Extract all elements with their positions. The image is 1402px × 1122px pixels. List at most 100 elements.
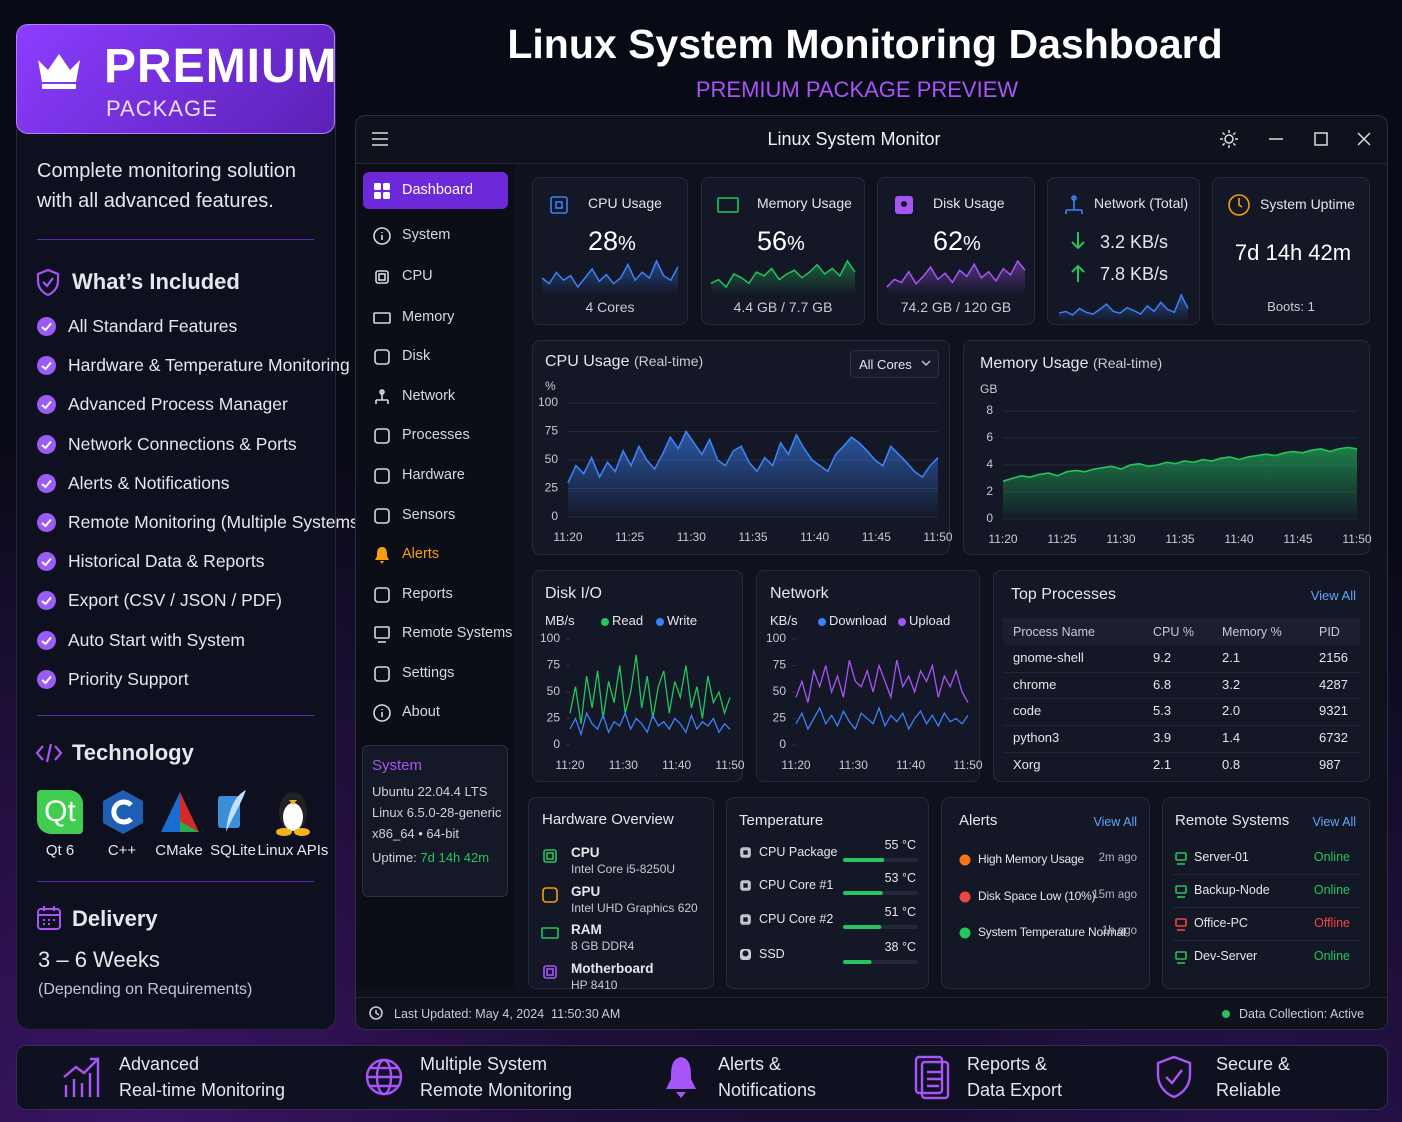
icon-part	[374, 349, 390, 365]
feature: Remote Monitoring (Multiple Systems)	[68, 512, 365, 532]
table-cell: code	[1013, 703, 1042, 719]
stat-label: CPU Usage	[588, 195, 662, 211]
menu-button[interactable]	[372, 132, 388, 146]
theme-button[interactable]	[1220, 130, 1238, 148]
chart-title-main: Disk I/O	[545, 585, 602, 602]
nav-item[interactable]: Dashboard	[402, 182, 473, 198]
icon-part	[374, 192, 381, 199]
technology-name: Linux APIs	[257, 842, 329, 859]
system-info-line: x86_64 • 64-bit	[372, 826, 459, 841]
y-axis-label: MB/s	[545, 613, 575, 628]
icon-clock	[1228, 194, 1250, 216]
footer-text: Multiple System	[420, 1054, 548, 1074]
chart-title-main: Network	[770, 585, 829, 602]
close-button[interactable]	[1357, 132, 1371, 146]
view-all[interactable]: View All	[1310, 588, 1356, 603]
hardware-name: RAM	[571, 922, 602, 937]
icon-part	[379, 389, 385, 395]
icon-part	[1228, 194, 1250, 216]
nav-item[interactable]: CPU	[402, 268, 433, 284]
table-cell: 3.9	[1153, 730, 1172, 746]
check-circle	[37, 473, 56, 493]
icon-ram	[717, 197, 739, 213]
check-mark	[41, 518, 52, 528]
nav-item[interactable]: Reports	[402, 586, 453, 602]
y-tick-label: 75	[545, 424, 559, 438]
column-header: Process Name	[1013, 625, 1095, 639]
alert-text: High Memory Usage	[978, 852, 1084, 866]
hardware-name: Motherboard	[571, 960, 654, 976]
feature-icon	[1156, 1055, 1192, 1099]
cpp-logo	[103, 790, 143, 834]
sensor-value: 38 °C	[884, 940, 916, 954]
nav-item[interactable]: Hardware	[402, 467, 465, 483]
nav-item[interactable]: Alerts	[402, 546, 440, 562]
legend-swatch	[898, 618, 906, 626]
hex	[103, 790, 143, 834]
nav-item[interactable]: About	[402, 704, 440, 720]
sensor-value: 55 °C	[884, 838, 916, 852]
check-icon	[37, 513, 56, 532]
check-icon	[37, 591, 56, 611]
icon-chip	[543, 964, 557, 979]
nav-item[interactable]: Sensors	[402, 507, 456, 523]
check-mark	[41, 401, 52, 410]
icon-part	[375, 547, 389, 564]
cal-lines	[38, 906, 60, 925]
icon-part	[375, 390, 389, 404]
view-all[interactable]: View All	[1312, 815, 1356, 829]
view-all[interactable]: View All	[1093, 815, 1137, 829]
stat-number: 56	[757, 226, 788, 256]
check-circle	[37, 552, 56, 572]
alert-time: 1h ago	[1101, 925, 1137, 937]
check-mark	[41, 636, 52, 646]
stat-unit: %	[787, 233, 805, 255]
line	[569, 711, 731, 737]
nav-item[interactable]: Settings	[402, 665, 455, 681]
row-separator	[1172, 874, 1360, 875]
y-axis-label: GB	[980, 382, 998, 396]
table-header	[1003, 618, 1360, 645]
stat-value: 62%	[933, 225, 981, 257]
panel-title: Hardware Overview	[542, 811, 674, 828]
icon-monitor	[1175, 918, 1187, 931]
stat-card	[701, 177, 865, 325]
nav-item[interactable]: Memory	[402, 309, 455, 325]
x-tick-label: 11:25	[1047, 532, 1076, 546]
check-circle	[37, 630, 56, 650]
icon-info	[373, 227, 391, 245]
nav-item[interactable]: Remote Systems	[402, 625, 513, 641]
nav-item[interactable]: Disk	[402, 348, 431, 364]
table-cell: 9321	[1319, 703, 1348, 719]
check-icon	[37, 473, 56, 493]
sensor-value: 53 °C	[884, 871, 916, 885]
line	[795, 660, 969, 703]
check-circle	[37, 395, 56, 415]
nav-item[interactable]: Network	[402, 388, 456, 404]
icon-part	[374, 468, 390, 484]
sparkline	[886, 259, 1026, 293]
y-tick-label: 50	[545, 452, 559, 466]
table-cell: 3.2	[1222, 676, 1241, 692]
row-separator	[1172, 940, 1360, 941]
nav-item[interactable]: Processes	[402, 427, 470, 443]
doc	[914, 1055, 944, 1095]
table-cell: 2.1	[1153, 756, 1172, 772]
stat-detail: 4.4 GB / 7.7 GB	[733, 299, 833, 315]
feature: Export (CSV / JSON / PDF)	[68, 590, 282, 611]
x-tick-label: 11:50	[923, 530, 952, 544]
icon-part	[374, 428, 390, 444]
icon-part	[741, 848, 750, 857]
qt-logo-bg	[37, 790, 83, 834]
icon-box	[374, 468, 390, 484]
minimize-button[interactable]	[1269, 133, 1283, 145]
shield-icon	[36, 268, 60, 297]
x-tick-label: 11:45	[862, 530, 891, 544]
divider	[37, 881, 314, 882]
dropdown-label[interactable]: All Cores	[859, 357, 912, 372]
crown-base	[42, 84, 76, 89]
icon-ram	[373, 312, 391, 324]
x-tick-label: 11:50	[715, 758, 744, 772]
maximize-button[interactable]	[1314, 132, 1328, 146]
nav-item[interactable]: System	[402, 227, 451, 243]
